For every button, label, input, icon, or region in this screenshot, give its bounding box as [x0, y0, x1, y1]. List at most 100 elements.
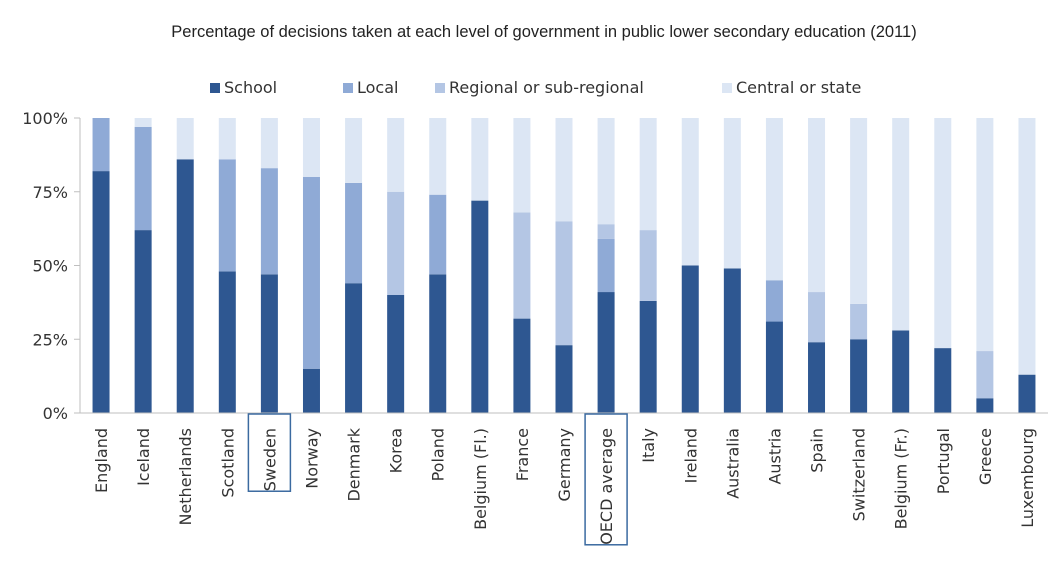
bars: [92, 118, 1036, 413]
bar-segment-central-or-state: [723, 118, 741, 269]
bar-segment-school: [134, 230, 152, 413]
x-tick-label: Sweden: [260, 428, 279, 491]
highlight-box: [584, 413, 628, 546]
x-tick-label: Spain: [808, 428, 827, 473]
legend-swatch: [210, 83, 220, 93]
bar-stack: [976, 118, 994, 413]
legend-swatch: [343, 83, 353, 93]
bar-segment-local: [218, 159, 236, 272]
bar-stack: [176, 118, 194, 413]
bar-segment-central-or-state: [471, 118, 489, 201]
bar-stack: [260, 118, 278, 413]
bar-segment-school: [723, 268, 741, 413]
bar-segment-school: [218, 271, 236, 413]
x-tick-label: Ireland: [681, 428, 700, 483]
bar-segment-regional-or-sub-regional: [597, 224, 615, 239]
x-tick-label: Netherlands: [176, 428, 195, 526]
x-tick-label: France: [513, 428, 532, 481]
legend-label: School: [224, 78, 277, 97]
bar-segment-local: [302, 177, 320, 369]
bar-stack: [681, 118, 699, 413]
bar-segment-central-or-state: [387, 118, 405, 192]
y-axis: 0% 25% 50% 75% 100%: [22, 109, 81, 423]
bar-segment-school: [892, 330, 910, 413]
bar-stack: [387, 118, 405, 413]
bar-segment-local: [92, 118, 110, 172]
bar-segment-central-or-state: [1018, 118, 1036, 375]
bar-stack: [765, 118, 783, 413]
bar-segment-school: [555, 345, 573, 413]
legend-swatch: [722, 83, 732, 93]
bar-segment-central-or-state: [134, 118, 152, 127]
bar-segment-central-or-state: [976, 118, 994, 352]
bar-segment-school: [681, 265, 699, 413]
legend-swatch: [435, 83, 445, 93]
bar-segment-local: [429, 194, 447, 275]
bar-stack: [134, 118, 152, 413]
bar-segment-regional-or-sub-regional: [850, 303, 868, 340]
bar-segment-school: [1018, 374, 1036, 413]
bar-segment-local: [765, 280, 783, 322]
bar-segment-school: [850, 339, 868, 413]
x-tick-label: England: [92, 428, 111, 493]
bar-stack: [639, 118, 657, 413]
bar-segment-central-or-state: [639, 118, 657, 231]
bar-segment-central-or-state: [597, 118, 615, 225]
bar-segment-school: [176, 159, 194, 413]
legend: School Local Regional or sub-regional Centr…: [210, 78, 861, 97]
legend-label: Regional or sub-regional: [449, 78, 644, 97]
bar-segment-school: [429, 274, 447, 413]
x-tick-label: Iceland: [134, 428, 153, 486]
x-axis: England Iceland Netherlands Scotland Sweden N…: [80, 412, 1048, 546]
x-tick-label: Austria: [765, 428, 784, 485]
bar-segment-regional-or-sub-regional: [976, 351, 994, 399]
bar-segment-central-or-state: [429, 118, 447, 195]
bar-segment-central-or-state: [218, 118, 236, 160]
y-tick-label: 0%: [43, 404, 68, 423]
x-tick-label: Belgium (Fl.): [471, 428, 490, 530]
bar-segment-school: [302, 368, 320, 413]
bar-segment-central-or-state: [808, 118, 826, 293]
bar-segment-local: [134, 126, 152, 231]
bar-segment-central-or-state: [260, 118, 278, 169]
bar-segment-local: [260, 168, 278, 275]
bar-stack: [471, 118, 489, 413]
x-tick-label: Belgium (Fr.): [892, 428, 911, 529]
bar-segment-school: [934, 348, 952, 413]
bar-segment-school: [513, 318, 531, 413]
bar-segment-school: [471, 200, 489, 413]
bar-stack: [302, 118, 320, 413]
bar-stack: [850, 118, 868, 413]
bar-stack: [934, 118, 952, 413]
y-tick-label: 50%: [32, 257, 68, 276]
bar-stack: [808, 118, 826, 413]
y-tick-label: 100%: [22, 109, 68, 128]
bar-stack: [892, 118, 910, 413]
bar-segment-central-or-state: [176, 118, 194, 160]
bar-segment-central-or-state: [555, 118, 573, 222]
y-tick-label: 25%: [32, 330, 68, 349]
bar-segment-school: [976, 398, 994, 413]
y-tick-label: 75%: [32, 183, 68, 202]
bar-stack: [92, 118, 110, 413]
bar-stack: [218, 118, 236, 413]
x-tick-label: Australia: [723, 428, 742, 499]
x-tick-label: Portugal: [934, 428, 953, 494]
bar-segment-central-or-state: [892, 118, 910, 331]
bar-stack: [429, 118, 447, 413]
legend-label: Central or state: [736, 78, 861, 97]
bar-segment-school: [387, 295, 405, 413]
bar-segment-school: [345, 283, 363, 413]
x-tick-label: Poland: [429, 428, 448, 481]
bar-segment-local: [597, 238, 615, 293]
bar-segment-regional-or-sub-regional: [808, 292, 826, 343]
bar-segment-central-or-state: [302, 118, 320, 177]
highlight-box: [247, 413, 292, 492]
bar-segment-school: [92, 171, 110, 413]
x-tick-label: Luxembourg: [1018, 428, 1037, 528]
bar-stack: [723, 118, 741, 413]
bar-stack: [345, 118, 363, 413]
x-tick-label: OECD average: [597, 428, 616, 545]
